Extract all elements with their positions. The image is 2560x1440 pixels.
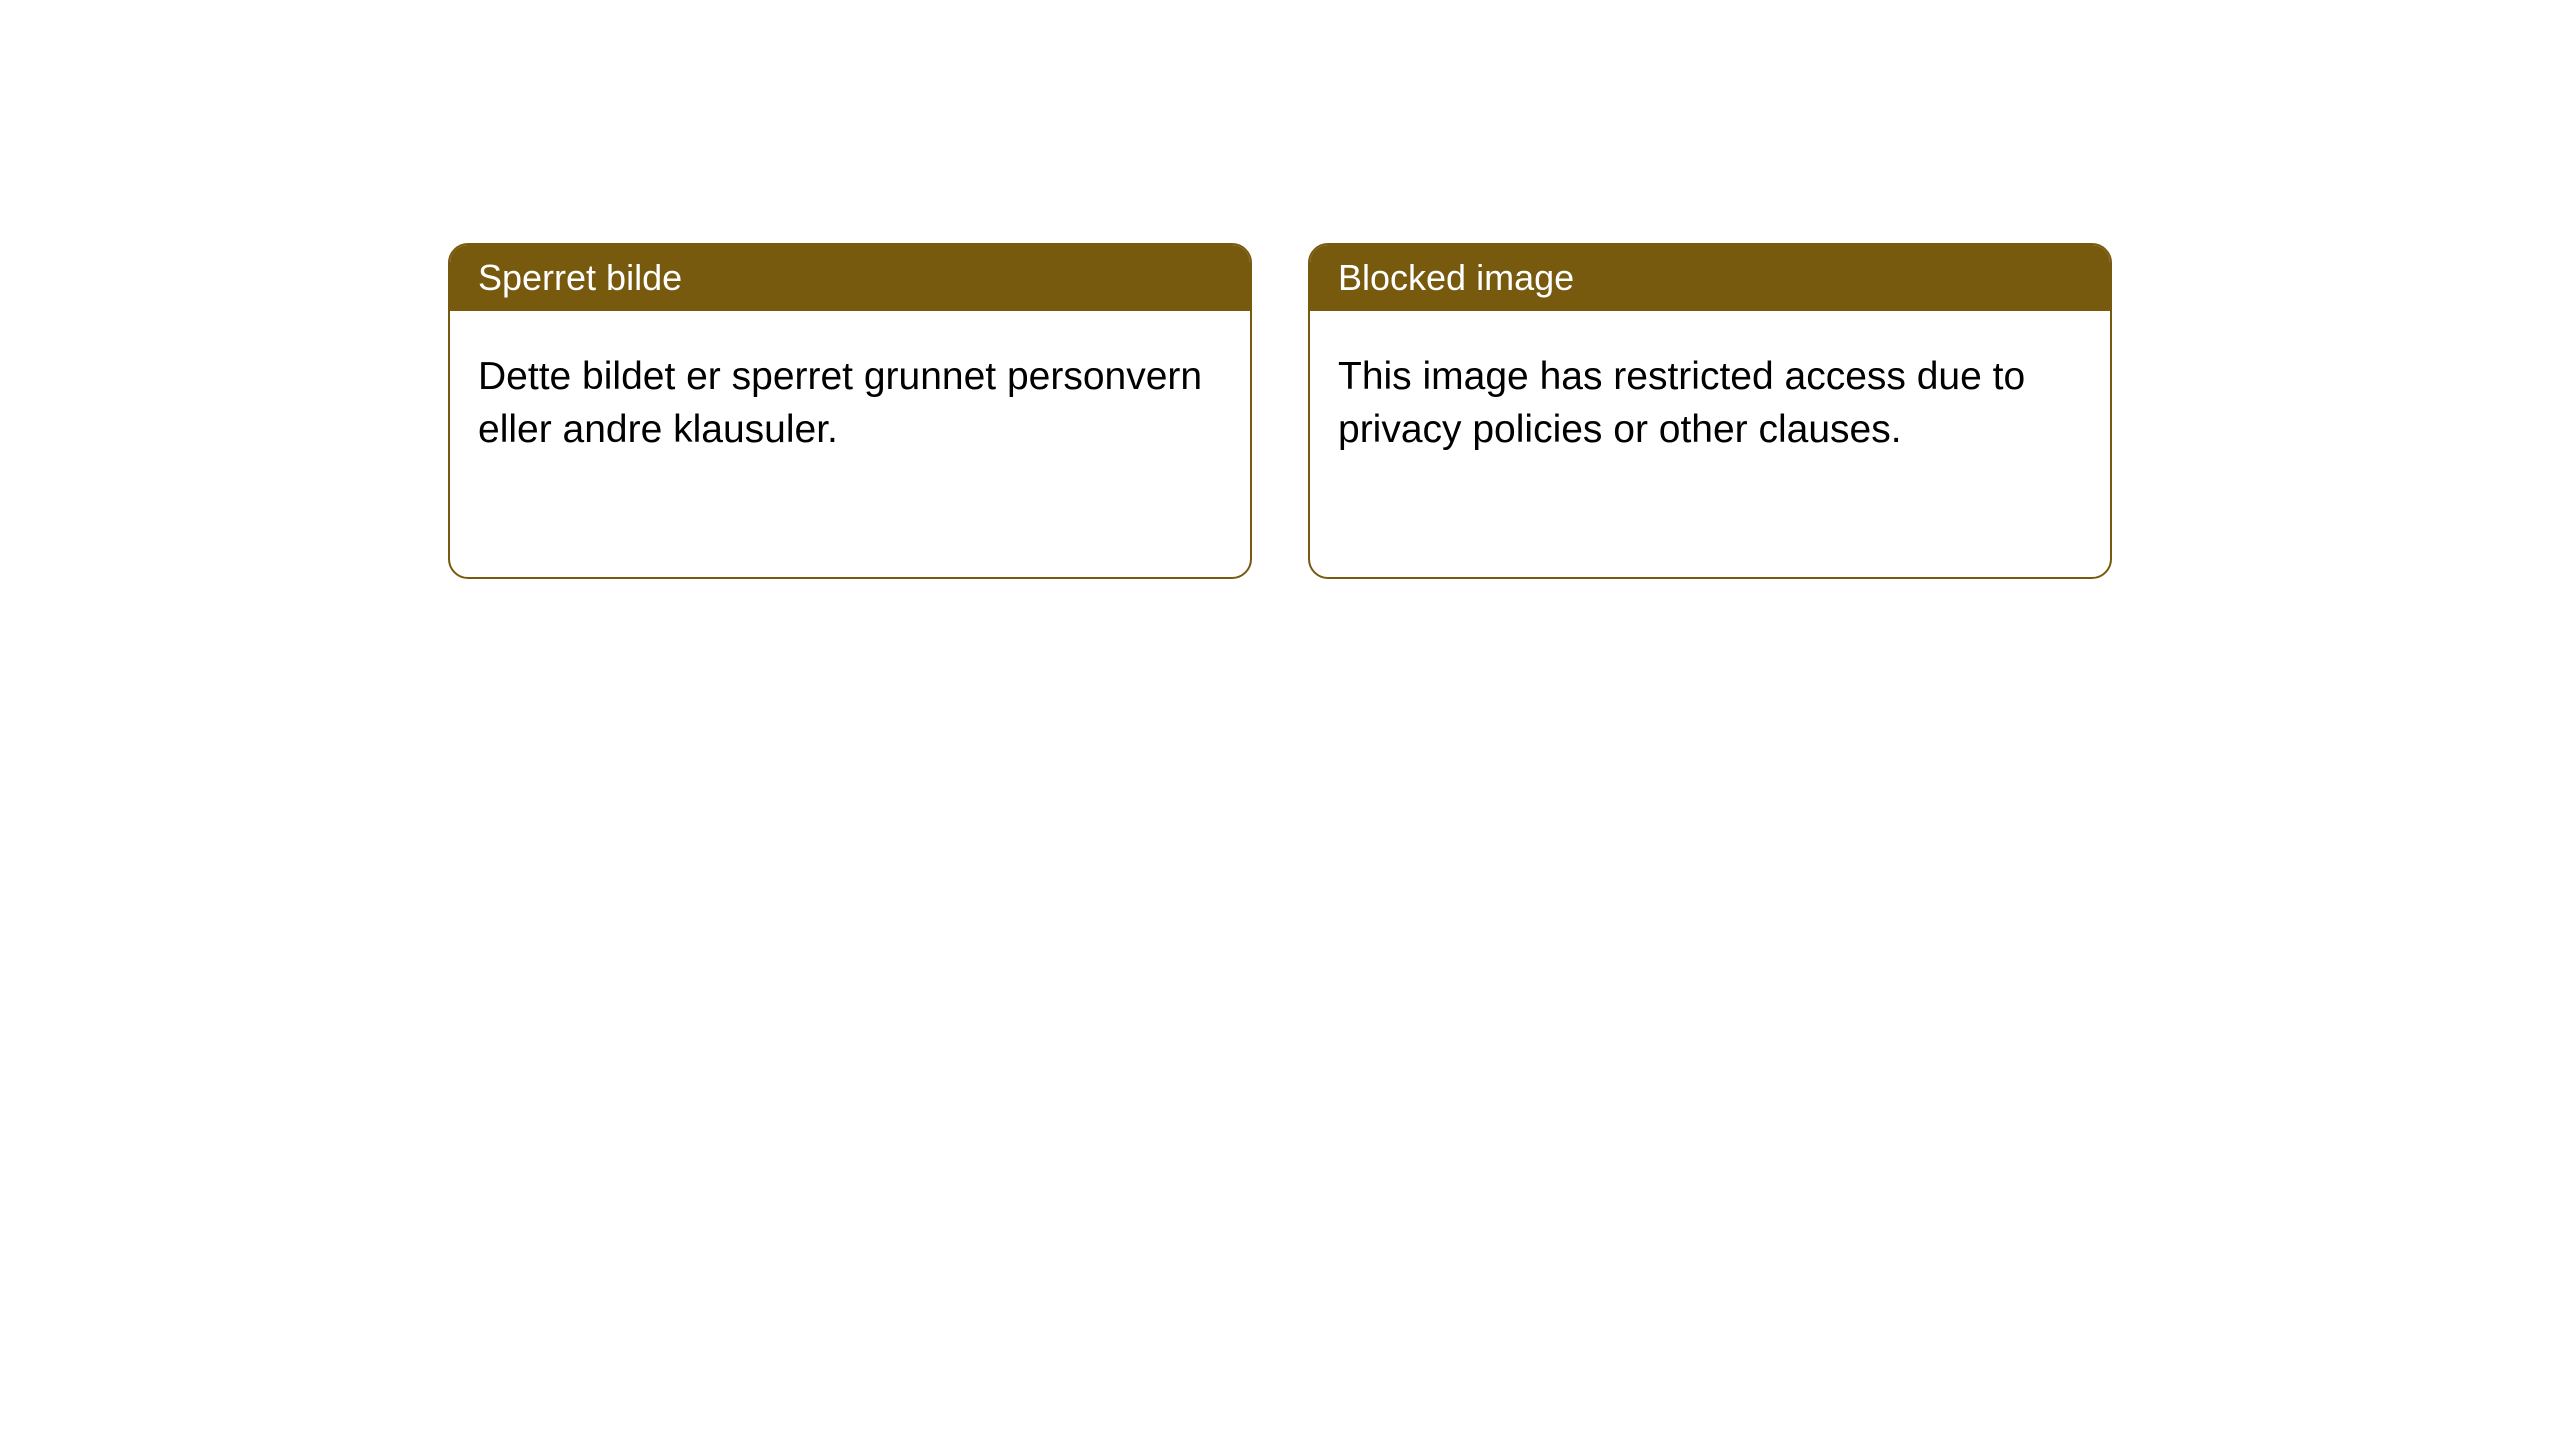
panel-title: Sperret bilde	[478, 257, 682, 298]
panel-body: Dette bildet er sperret grunnet personve…	[450, 311, 1250, 496]
panel-header: Blocked image	[1310, 245, 2110, 311]
notice-panel-norwegian: Sperret bilde Dette bildet er sperret gr…	[448, 243, 1252, 579]
panel-title: Blocked image	[1338, 257, 1574, 298]
notice-panel-english: Blocked image This image has restricted …	[1308, 243, 2112, 579]
panel-body-text: Dette bildet er sperret grunnet personve…	[478, 355, 1202, 451]
notice-panels-container: Sperret bilde Dette bildet er sperret gr…	[448, 243, 2112, 579]
panel-header: Sperret bilde	[450, 245, 1250, 311]
panel-body: This image has restricted access due to …	[1310, 311, 2110, 496]
panel-body-text: This image has restricted access due to …	[1338, 355, 2025, 451]
